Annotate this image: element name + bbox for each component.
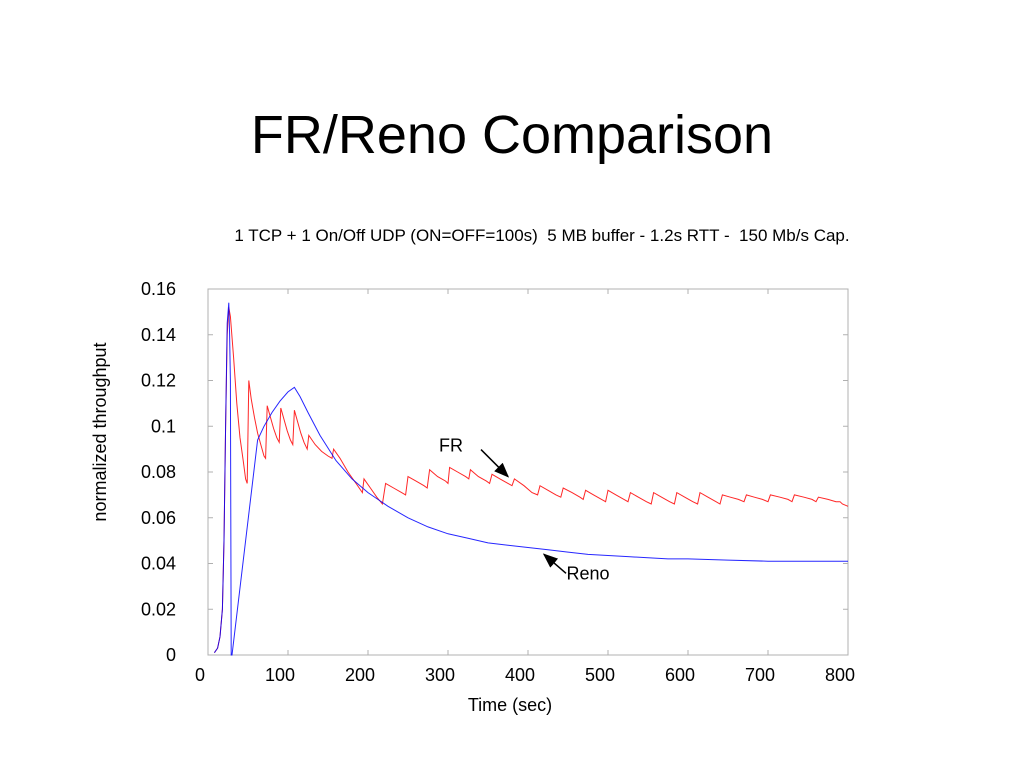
series-layer (213, 302, 849, 656)
x-tick-label: 200 (345, 665, 375, 685)
x-tick-label: 0 (195, 665, 205, 685)
y-tick-label: 0.16 (141, 279, 176, 299)
y-tick-label: 0 (166, 645, 176, 665)
annotation-layer: FR Reno (439, 436, 610, 584)
y-axis: 0 0.02 0.04 0.06 0.08 0.1 0.12 0.14 0.16 (141, 279, 848, 665)
x-axis: 0 100 200 300 400 500 600 700 800 (195, 289, 855, 685)
series-line-fr (213, 307, 849, 653)
series-line-reno (213, 302, 848, 656)
y-tick-label: 0.02 (141, 599, 176, 619)
chart-subtitle: 1 TCP + 1 On/Off UDP (ON=OFF=100s) 5 MB … (234, 226, 850, 245)
slide-title: FR/Reno Comparison (250, 105, 774, 165)
y-tick-label: 0.04 (141, 554, 176, 574)
plot-frame (207, 288, 849, 656)
x-tick-label: 800 (825, 665, 855, 685)
x-tick-label: 500 (585, 665, 615, 685)
x-tick-label: 400 (505, 665, 535, 685)
y-tick-label: 0.08 (141, 462, 176, 482)
y-tick-label: 0.06 (141, 508, 176, 528)
y-tick-label: 0.1 (151, 416, 176, 436)
annotation-label-fr: FR (439, 436, 463, 456)
y-tick-label: 0.12 (141, 371, 176, 391)
x-tick-label: 600 (665, 665, 695, 685)
annotation-arrow (480, 449, 510, 478)
annotation-label-reno: Reno (566, 563, 609, 583)
annotation-arrow (542, 553, 567, 574)
y-axis-label: normalized throughput (90, 342, 110, 521)
x-tick-label: 300 (425, 665, 455, 685)
x-tick-label: 100 (265, 665, 295, 685)
x-tick-label: 700 (745, 665, 775, 685)
x-axis-label: Time (sec) (468, 695, 552, 715)
y-tick-label: 0.14 (141, 325, 176, 345)
